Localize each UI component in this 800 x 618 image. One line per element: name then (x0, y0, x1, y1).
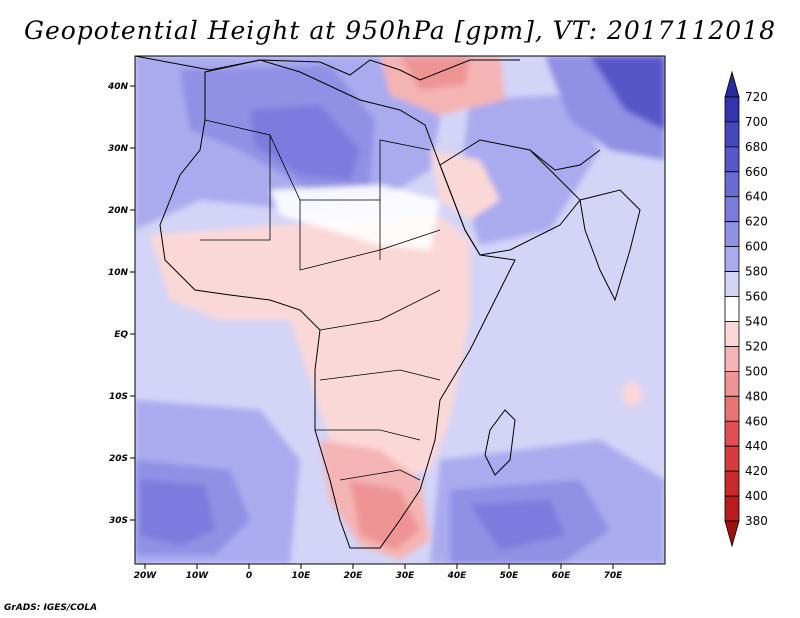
lat-tick-label: EQ (114, 330, 128, 340)
colorbar-swatch (724, 96, 740, 123)
colorbar-swatch (724, 346, 740, 372)
colorbar-label: 580 (745, 265, 768, 279)
lon-tick-label: 70E (604, 571, 624, 581)
lat-tick-label: 40N (107, 82, 129, 92)
field-white-band (270, 185, 440, 250)
lon-tick-label: 40E (447, 571, 468, 581)
field-blue-arabia (460, 95, 600, 245)
lat-tick-label: 20S (109, 454, 128, 464)
colorbar-swatch (724, 121, 740, 148)
colorbar-swatch (724, 196, 740, 223)
colorbar-label: 700 (745, 115, 768, 129)
grads-credit: GrADS: IGES/COLA (4, 603, 98, 613)
lon-tick-label: 30E (396, 571, 416, 581)
longitude-axis: 20W 10W 0 10E 20E 30E 40E 50E 60E 70E (134, 564, 623, 581)
colorbar-label: 400 (745, 489, 768, 503)
colorbar: 720 700 680 660 640 620 600 580 560 540 520 500 480 4… (724, 70, 768, 548)
field-blue-sahara-deep (250, 105, 360, 180)
coast-africa (159, 59, 516, 549)
lon-tick-label: 20W (134, 571, 158, 581)
colorbar-label: 560 (745, 290, 768, 304)
lat-tick-label: 30S (109, 516, 128, 526)
field-blue-asia-deep (590, 56, 665, 130)
plot-frame (134, 55, 666, 565)
colorbar-label: 520 (745, 339, 768, 353)
coast-arabia (439, 139, 581, 256)
lat-tick-label: 10N (108, 268, 129, 278)
lon-tick-label: 20E (344, 571, 364, 581)
colorbar-swatch (724, 296, 740, 322)
coast-europe (135, 56, 520, 81)
field-pink-south-africa (350, 480, 420, 550)
colorbar-label: 720 (745, 90, 768, 104)
colorbar-swatch (724, 70, 740, 98)
colorbar-swatch (724, 246, 740, 272)
colorbar-swatch (724, 520, 740, 548)
colorbar-label: 460 (745, 414, 768, 428)
lat-tick-label: 10S (109, 392, 128, 402)
colorbar-swatch (724, 171, 740, 198)
lat-tick-label: 20N (108, 206, 129, 216)
colorbar-swatch (724, 321, 740, 347)
coastlines (135, 56, 641, 549)
colorbar-label: 480 (745, 389, 768, 403)
lon-tick-label: 0 (246, 571, 252, 581)
colorbar-swatch (724, 370, 740, 397)
lon-tick-label: 50E (500, 571, 520, 581)
colorbar-label: 440 (745, 439, 768, 453)
colorbar-swatch (724, 271, 740, 297)
colorbar-swatch (724, 420, 740, 447)
colorbar-label: 620 (745, 215, 768, 229)
field-pink-red-sea (430, 150, 500, 220)
colorbar-swatch (724, 221, 740, 248)
field-pink-west-africa (150, 215, 470, 480)
height-field (135, 56, 665, 564)
colorbar-label: 640 (745, 190, 768, 204)
colorbar-label: 660 (745, 165, 768, 179)
lat-tick-label: 30N (108, 144, 129, 154)
field-pink-turkey-core (400, 56, 470, 90)
coast-india (579, 189, 641, 302)
field-blue-indian-deep (470, 500, 565, 550)
colorbar-label: 420 (745, 464, 768, 478)
field-pink-spot (622, 382, 642, 406)
colorbar-swatch (724, 395, 740, 422)
field-blue-s-atlantic-deep (140, 480, 215, 545)
colorbar-swatch (724, 445, 740, 472)
lon-tick-label: 60E (552, 571, 572, 581)
map-title: Geopotential Height at 950hPa [gpm], VT:… (23, 16, 777, 45)
colorbar-label: 540 (745, 314, 768, 328)
lon-tick-label: 10E (292, 571, 312, 581)
colorbar-swatch (724, 470, 740, 497)
country-borders (200, 119, 441, 481)
latitude-axis: 40N 30N 20N 10N EQ 10S 20S 30S (107, 82, 135, 526)
colorbar-label: 500 (745, 364, 768, 378)
colorbar-swatch (724, 146, 740, 173)
colorbar-label: 680 (745, 140, 768, 154)
coast-persian-gulf (529, 149, 601, 171)
lon-tick-label: 10W (186, 571, 210, 581)
colorbar-label: 380 (745, 514, 768, 528)
colorbar-swatch (724, 495, 740, 522)
coast-madagascar (484, 409, 516, 476)
colorbar-label: 600 (745, 240, 768, 254)
